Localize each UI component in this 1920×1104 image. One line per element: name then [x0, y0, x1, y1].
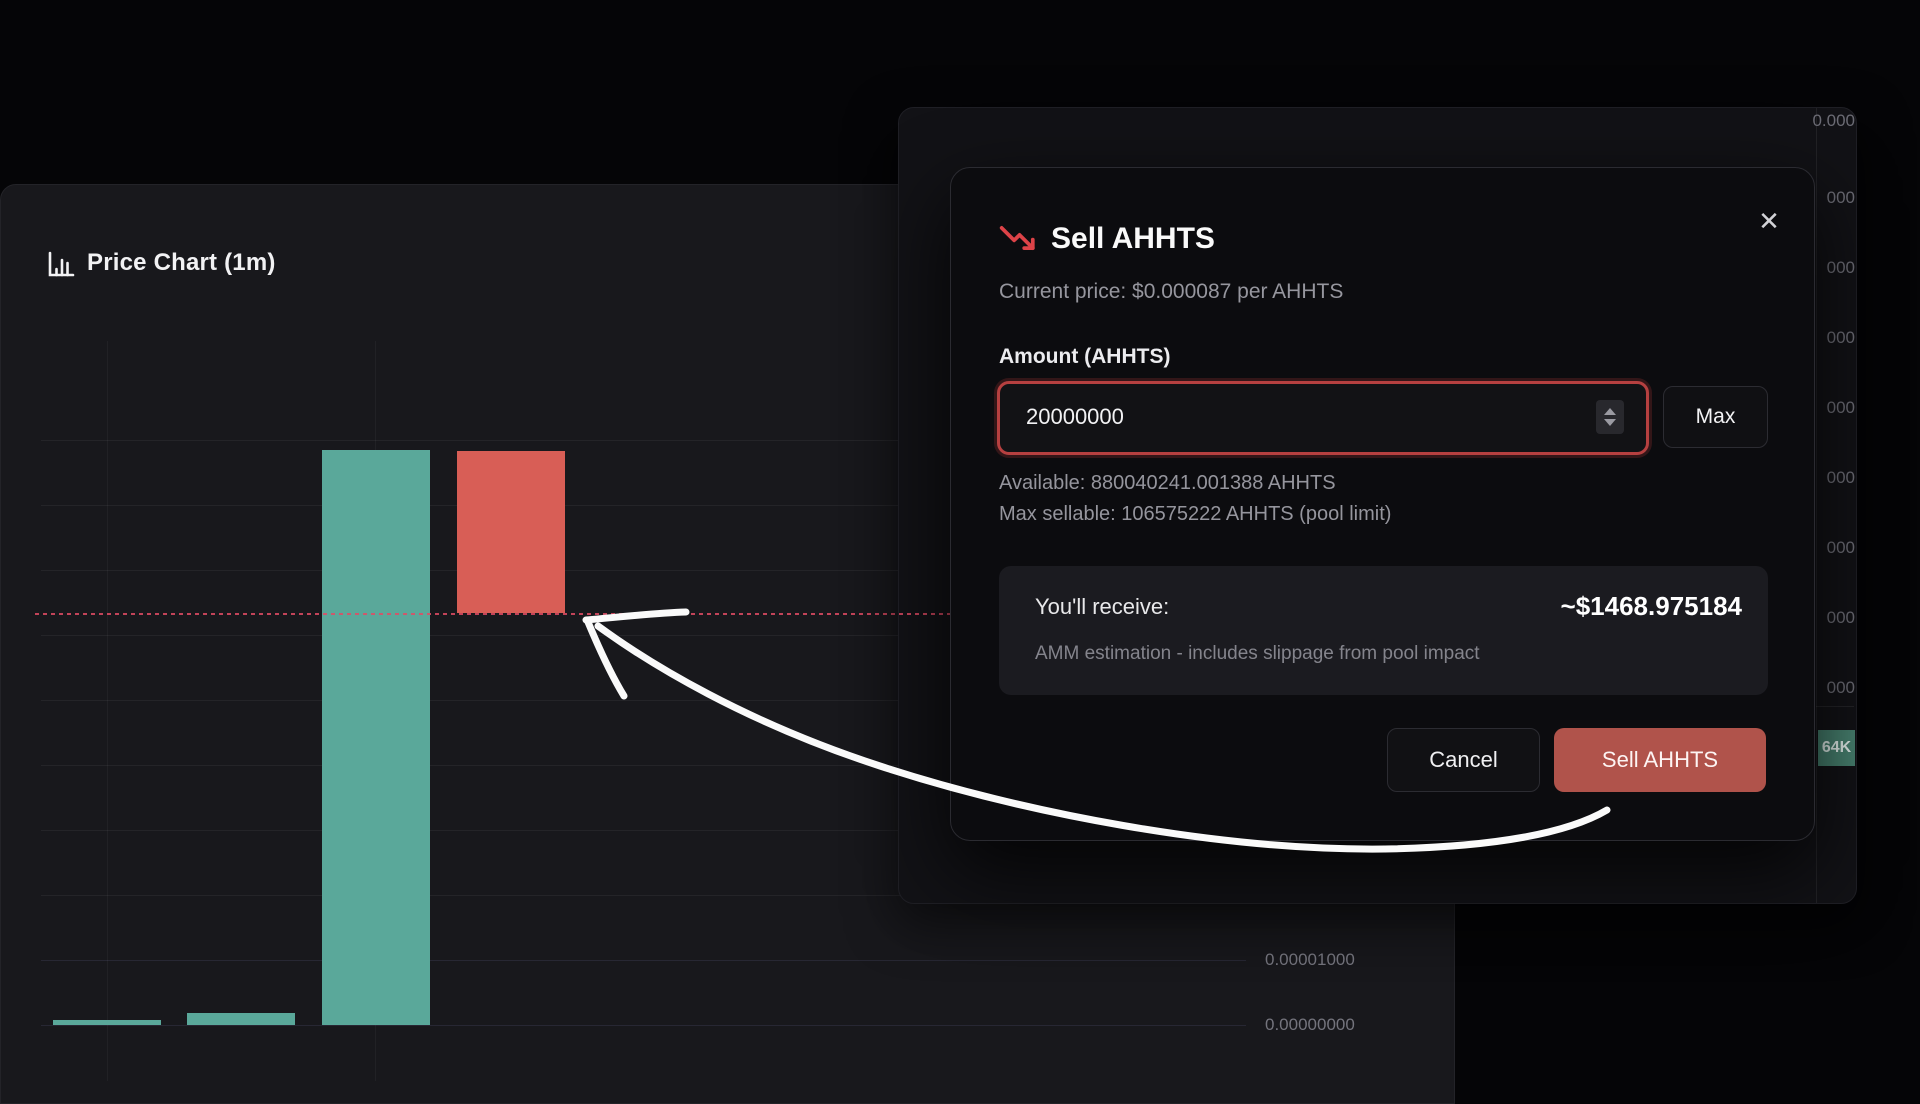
gridline-horizontal — [41, 440, 1246, 441]
bar-chart-icon — [45, 249, 75, 279]
gridline-horizontal — [41, 960, 1246, 961]
occluded-price-label: 000 — [1826, 608, 1855, 627]
number-stepper[interactable] — [1596, 400, 1624, 434]
occluded-price-label: 000 — [1826, 328, 1855, 347]
trading-app-screen: Price Chart (1m) 0.00001000 0.00000000 0.… — [0, 107, 1857, 1104]
modal-button-row: Cancel Sell AHHTS — [1387, 728, 1766, 792]
receive-estimate-box: You'll receive: ~$1468.975184 AMM estima… — [999, 566, 1768, 695]
occluded-price-label: 000 — [1826, 188, 1855, 207]
max-button[interactable]: Max — [1663, 386, 1768, 448]
gridline-horizontal — [41, 505, 1246, 506]
current-price-line-segment — [899, 613, 952, 615]
receive-label: You'll receive: — [1035, 594, 1170, 619]
occluded-price-label: 000 — [1826, 398, 1855, 417]
occluded-price-label: 000 — [1826, 678, 1855, 697]
max-sellable-text: Max sellable: 106575222 AHHTS (pool limi… — [999, 503, 1392, 525]
candle-down[interactable] — [457, 451, 565, 613]
gridline-horizontal — [41, 895, 1246, 896]
stepper-down-icon[interactable] — [1604, 419, 1616, 426]
price-axis-label: 0.00001000 — [1265, 950, 1355, 969]
sell-modal-title: Sell AHHTS — [1051, 222, 1215, 255]
candle-up[interactable] — [187, 1013, 295, 1025]
stepper-up-icon[interactable] — [1604, 408, 1616, 415]
current-price-line — [35, 612, 949, 615]
amount-input[interactable]: 20000000 — [997, 381, 1649, 455]
gridline-vertical — [107, 341, 108, 1081]
price-axis-label: 0.00000000 — [1265, 1015, 1355, 1034]
candle-up[interactable] — [53, 1019, 161, 1025]
amount-label: Amount (AHHTS) — [999, 345, 1171, 368]
sell-confirm-button[interactable]: Sell AHHTS — [1554, 728, 1766, 792]
current-price-text: Current price: $0.000087 per AHHTS — [999, 280, 1344, 303]
close-icon[interactable]: ✕ — [1758, 206, 1780, 236]
amount-input-value: 20000000 — [1026, 404, 1124, 429]
amm-estimation-note: AMM estimation - includes slippage from … — [1035, 643, 1480, 664]
price-chart-title: Price Chart (1m) — [87, 249, 276, 276]
axis-tick — [1816, 706, 1854, 707]
occluded-price-label: 0.000 — [1812, 111, 1855, 130]
gridline-horizontal — [41, 570, 1246, 571]
trend-down-icon — [999, 224, 1037, 252]
gridline-horizontal — [41, 1025, 1246, 1026]
price-scale-badge: 64K — [1818, 730, 1855, 766]
occluded-price-label: 000 — [1826, 538, 1855, 557]
occluded-price-label: 000 — [1826, 258, 1855, 277]
sell-modal: ✕ Sell AHHTS Current price: $0.000087 pe… — [950, 167, 1815, 841]
available-balance-text: Available: 880040241.001388 AHHTS — [999, 472, 1336, 494]
candle-up[interactable] — [322, 449, 430, 1025]
receive-value: ~$1468.975184 — [1560, 591, 1742, 621]
cancel-button[interactable]: Cancel — [1387, 728, 1540, 792]
price-axis-border — [1816, 108, 1817, 903]
occluded-price-label: 000 — [1826, 468, 1855, 487]
